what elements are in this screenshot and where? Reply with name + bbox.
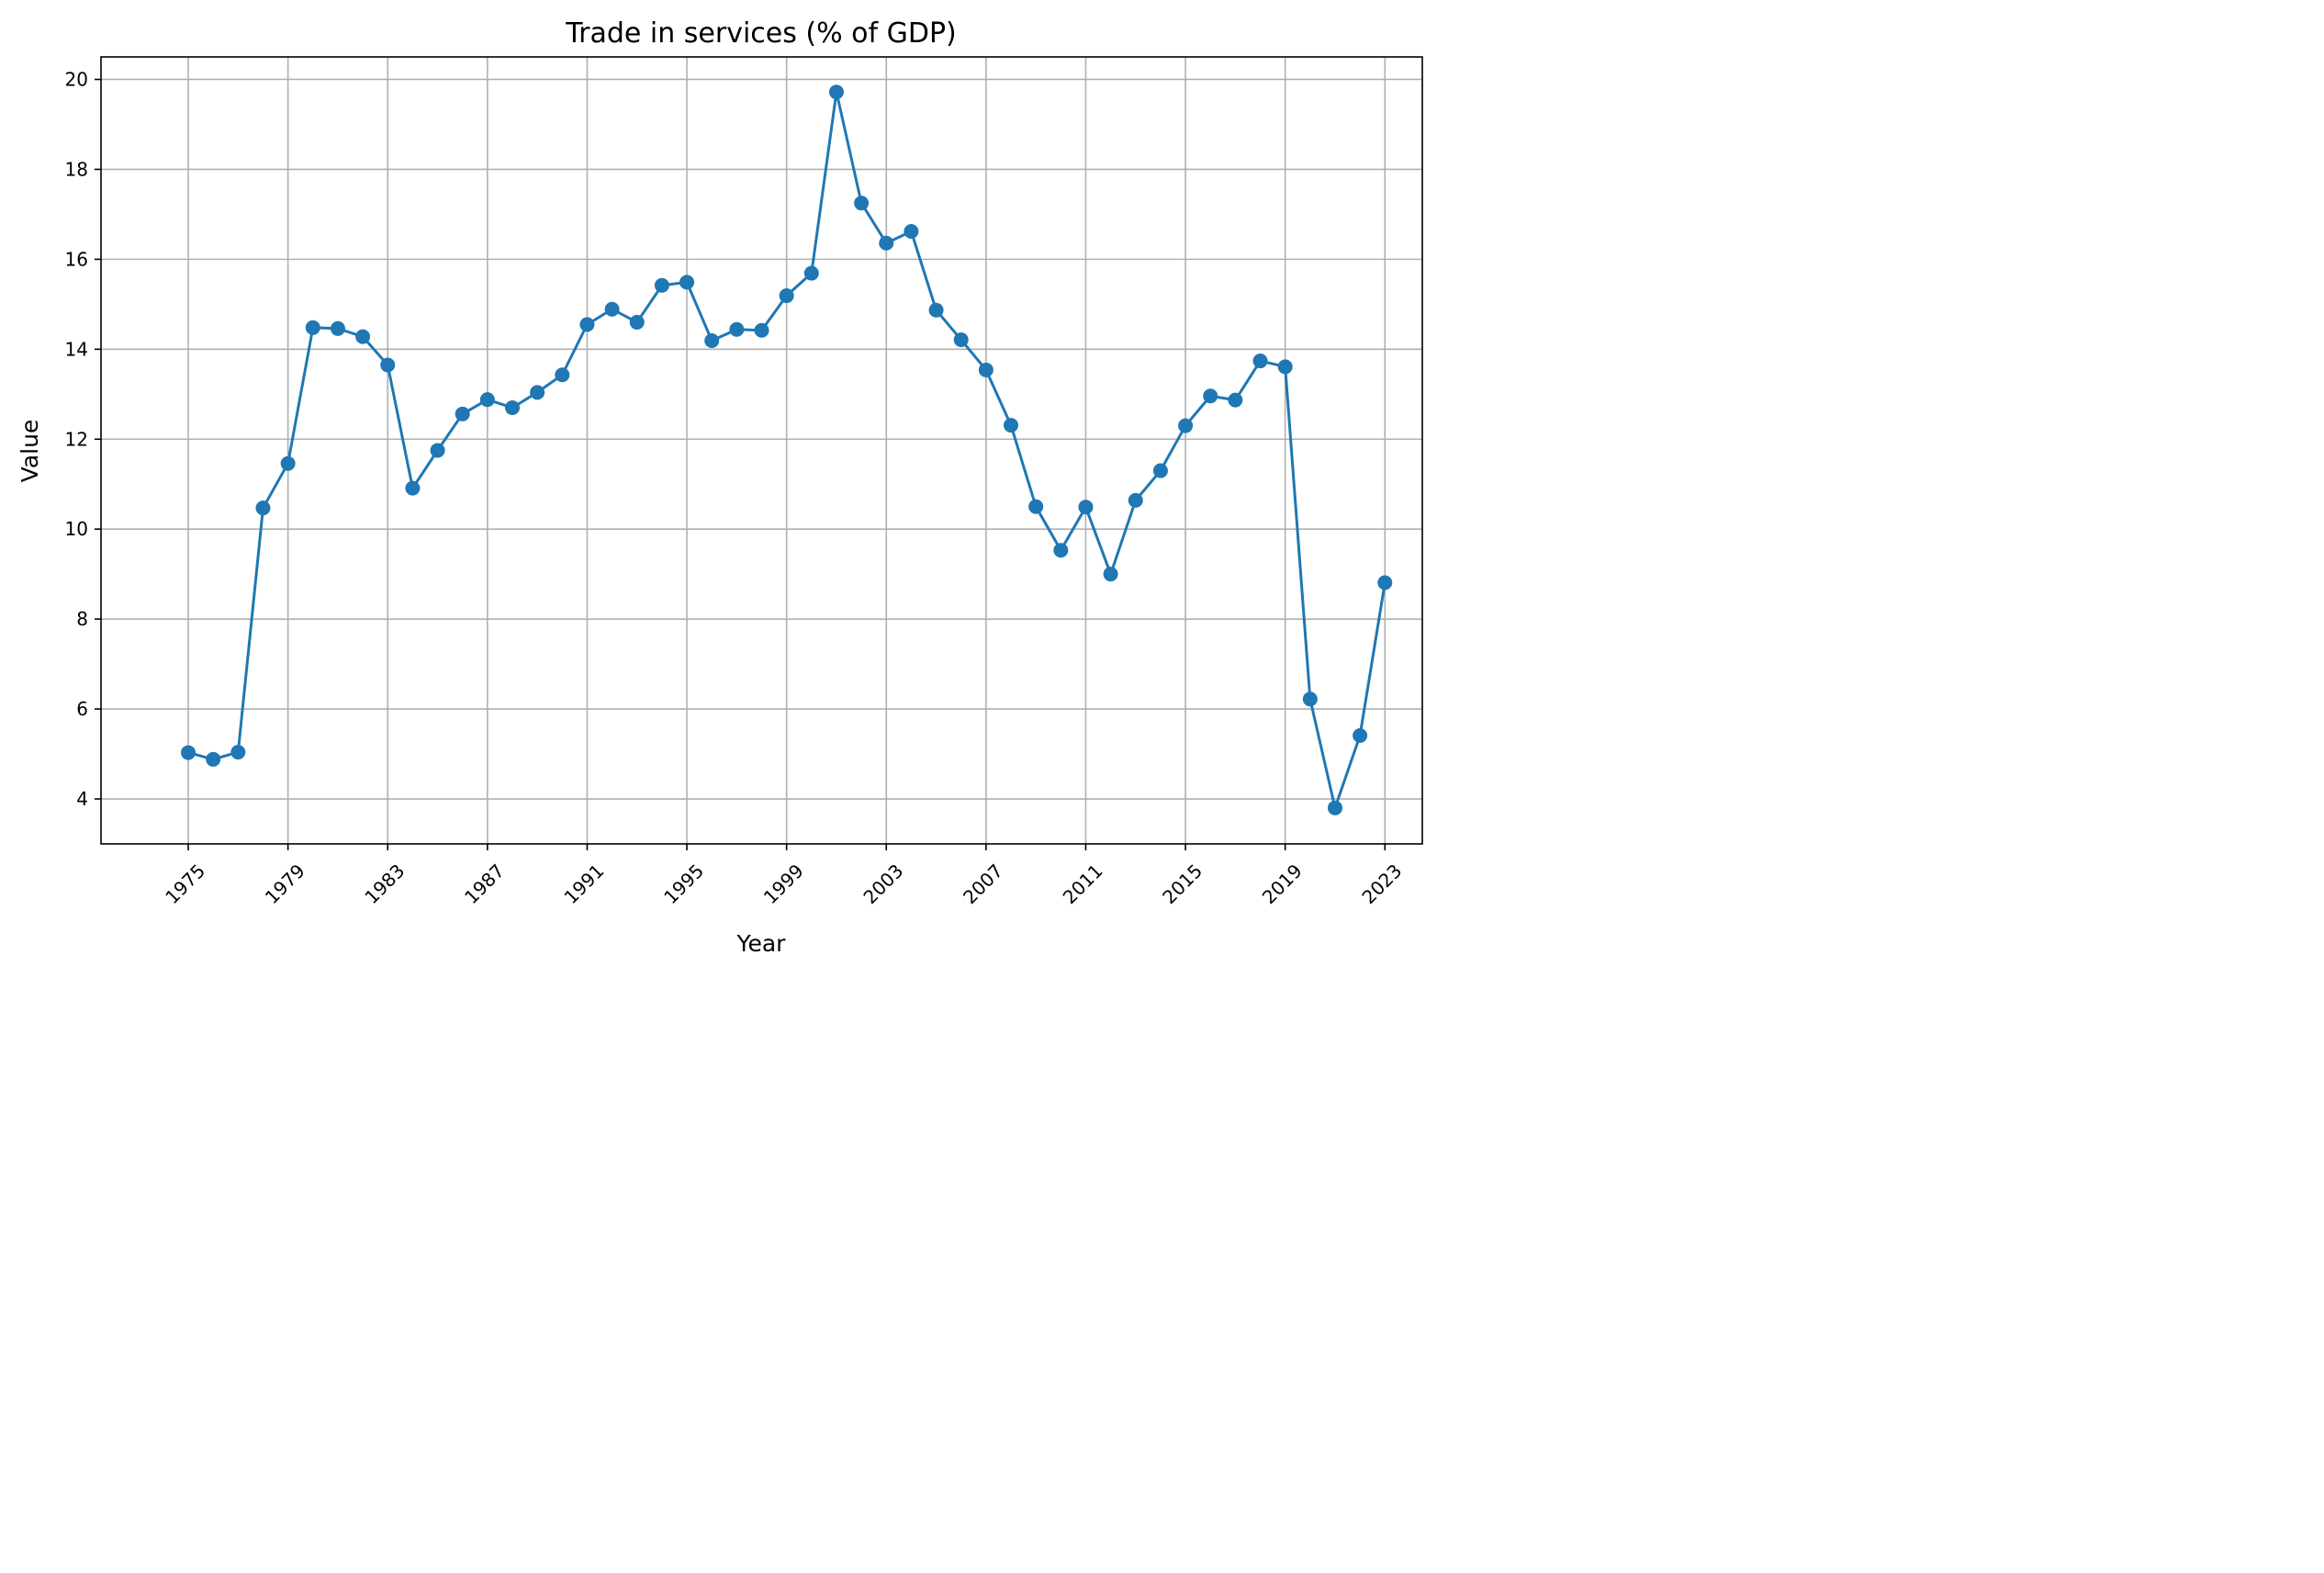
y-tick-label: 8 [76,608,88,630]
x-tick-label: 1975 [161,860,209,908]
x-tick-label: 2015 [1158,860,1207,908]
data-point [1078,500,1094,515]
y-tick-label: 4 [76,788,88,810]
y-tick-label: 14 [65,338,88,360]
data-point [355,329,371,344]
series-layer [181,84,1393,815]
x-tick-label: 2003 [859,860,907,908]
data-point [604,301,620,317]
data-point [530,385,545,400]
data-point [629,314,645,330]
data-point [1103,567,1118,582]
plot-frame [100,56,1423,845]
x-tick-label: 2011 [1059,860,1107,908]
data-point [405,480,421,496]
data-point [978,362,994,377]
x-tick-label: 1999 [759,860,808,908]
data-point [1353,727,1368,743]
data-point [430,443,445,458]
data-point [729,321,745,337]
data-point [654,277,669,293]
data-point [803,265,819,281]
data-point [928,302,944,318]
y-tick-label: 20 [65,68,88,90]
data-point [879,235,894,251]
y-axis-label: Value [17,420,43,483]
x-tick-label: 1991 [560,860,609,908]
x-tick-label: 2023 [1357,860,1406,908]
x-tick-label: 1987 [460,860,509,908]
data-point [1053,543,1069,558]
grid-lines [101,57,1422,844]
data-point [255,500,271,516]
y-tick-label: 6 [76,698,88,720]
data-point [1152,463,1168,478]
line-chart: Trade in services (% of GDP) 1975 1979 198… [17,17,1423,957]
data-point [1004,418,1019,433]
data-point [555,367,570,383]
data-point [754,322,769,338]
data-point [504,399,520,415]
data-point [1028,499,1044,514]
y-tick-label: 12 [65,428,88,450]
data-point [1128,492,1143,508]
data-point [828,84,844,100]
data-point [1178,418,1194,433]
data-point [854,196,870,211]
x-tick-label: 1995 [659,860,708,908]
x-tick-label: 1983 [360,860,409,908]
data-point [953,332,969,348]
data-point [305,320,320,335]
axis-ticks: 1975 1979 1983 1987 1991 1995 1999 2003 2007 2011… [65,68,1407,908]
chart-title: Trade in services (% of GDP) [565,17,957,50]
y-tick-label: 16 [65,248,88,270]
x-tick-label: 1979 [261,860,309,908]
data-point [904,224,919,240]
data-point [1203,388,1218,404]
data-point [380,357,396,373]
data-point [181,745,196,760]
data-point [330,320,345,336]
data-point [779,288,794,304]
data-point [1277,359,1293,375]
data-point [230,745,246,760]
data-point [1377,575,1393,590]
y-tick-label: 10 [65,518,88,540]
data-point [1327,800,1342,815]
data-point [1302,691,1318,707]
data-point [479,392,495,408]
data-point [579,317,595,332]
data-point [1252,354,1268,369]
y-tick-label: 18 [65,158,88,180]
x-tick-label: 2007 [959,860,1007,908]
data-point [206,751,221,767]
data-point [704,333,720,349]
data-point [455,406,470,421]
data-point [1228,392,1243,408]
x-axis-label: Year [736,930,787,957]
data-point [679,275,695,290]
data-point [280,455,296,471]
x-tick-label: 2019 [1258,860,1307,908]
